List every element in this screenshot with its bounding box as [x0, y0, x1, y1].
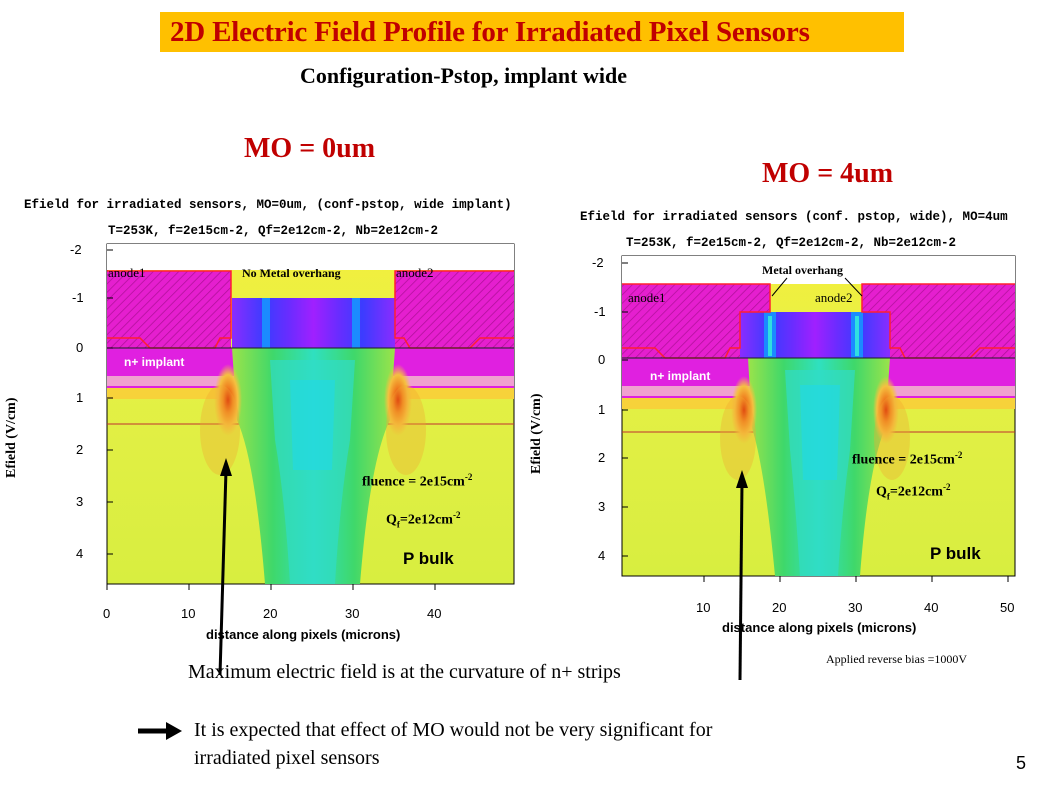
qf-label-right: Qf=2e12cm-2 — [876, 482, 951, 502]
title-banner — [160, 12, 904, 52]
plot-right-ytick: 0 — [598, 352, 606, 367]
plot-right-xtick: 40 — [924, 600, 939, 615]
bulk-label-left: P bulk — [403, 549, 454, 568]
plot-left-ytick: 4 — [76, 546, 84, 561]
plot-left-xtick: 20 — [263, 606, 278, 621]
anode2-label-right: anode2 — [815, 290, 853, 305]
anode1-label-right: anode1 — [628, 290, 666, 305]
implant-label-left: n+ implant — [124, 355, 185, 369]
plot-left-xtick: 0 — [103, 606, 111, 621]
plot-left-header-1: Efield for irradiated sensors, MO=0um, (… — [24, 198, 512, 212]
plot-right-xlabel: distance along pixels (microns) — [722, 620, 917, 635]
plot-left-ytick: 0 — [76, 340, 84, 355]
slide-title: 2D Electric Field Profile for Irradiated… — [170, 16, 810, 48]
plot-right — [621, 255, 1016, 681]
bulk-label-right: P bulk — [930, 544, 981, 563]
plot-right-ytick: 3 — [598, 499, 606, 514]
bias-note: Applied reverse bias =1000V — [826, 652, 968, 666]
implant-label-right: n+ implant — [650, 369, 711, 383]
plot-left-ylabel: Efield (V/cm) — [4, 397, 19, 478]
plot-left-ytick: -1 — [72, 290, 84, 305]
plot-left-ytick: 1 — [76, 390, 84, 405]
plot-left-header-2: T=253K, f=2e15cm-2, Qf=2e12cm-2, Nb=2e12… — [108, 224, 439, 238]
plot-right-xtick: 10 — [696, 600, 711, 615]
plot-left-ytick: 2 — [76, 442, 84, 457]
plot-left-xtick: 30 — [345, 606, 360, 621]
expectation-line-2: irradiated pixel sensors — [194, 747, 380, 769]
qf-label-left: Qf=2e12cm-2 — [386, 510, 461, 530]
mo-label-right: MO = 4um — [762, 158, 894, 189]
fluence-label-left: fluence = 2e15cm-2 — [362, 472, 473, 490]
plot-right-ylabel: Efield (V/cm) — [529, 393, 544, 474]
anode2-label: anode2 — [396, 265, 434, 280]
plot-right-ytick: 1 — [598, 402, 606, 417]
anode1-label: anode1 — [108, 265, 146, 280]
slide-number: 5 — [1016, 753, 1027, 773]
plot-left-xlabel: distance along pixels (microns) — [206, 627, 401, 642]
plot-left — [106, 243, 515, 676]
plot-right-xtick: 50 — [1000, 600, 1015, 615]
expectation-line-1: It is expected that effect of MO would n… — [194, 719, 713, 741]
plot-right-ytick: -2 — [592, 255, 604, 270]
mo-label-left: MO = 0um — [244, 133, 376, 164]
plot-right-ytick: 4 — [598, 548, 606, 563]
plot-left-xtick: 40 — [427, 606, 442, 621]
right-arrow-icon — [138, 722, 182, 740]
overhang-label-right: Metal overhang — [762, 263, 843, 277]
plot-right-header-1: Efield for irradiated sensors (conf. pst… — [580, 210, 1008, 224]
plot-right-ytick: 2 — [598, 450, 606, 465]
plot-left-xtick: 10 — [181, 606, 196, 621]
max-field-note: Maximum electric field is at the curvatu… — [188, 661, 621, 683]
plot-right-header-2: T=253K, f=2e15cm-2, Qf=2e12cm-2, Nb=2e12… — [626, 236, 957, 250]
slide-subtitle: Configuration-Pstop, implant wide — [300, 63, 627, 88]
plot-right-xtick: 30 — [848, 600, 863, 615]
plot-right-ytick: -1 — [594, 304, 606, 319]
plot-right-xtick: 20 — [772, 600, 787, 615]
plot-left-ytick: 3 — [76, 494, 84, 509]
overhang-label-left: No Metal overhang — [242, 266, 341, 280]
fluence-label-right: fluence = 2e15cm-2 — [852, 450, 963, 468]
plot-left-ytick: -2 — [70, 242, 82, 257]
